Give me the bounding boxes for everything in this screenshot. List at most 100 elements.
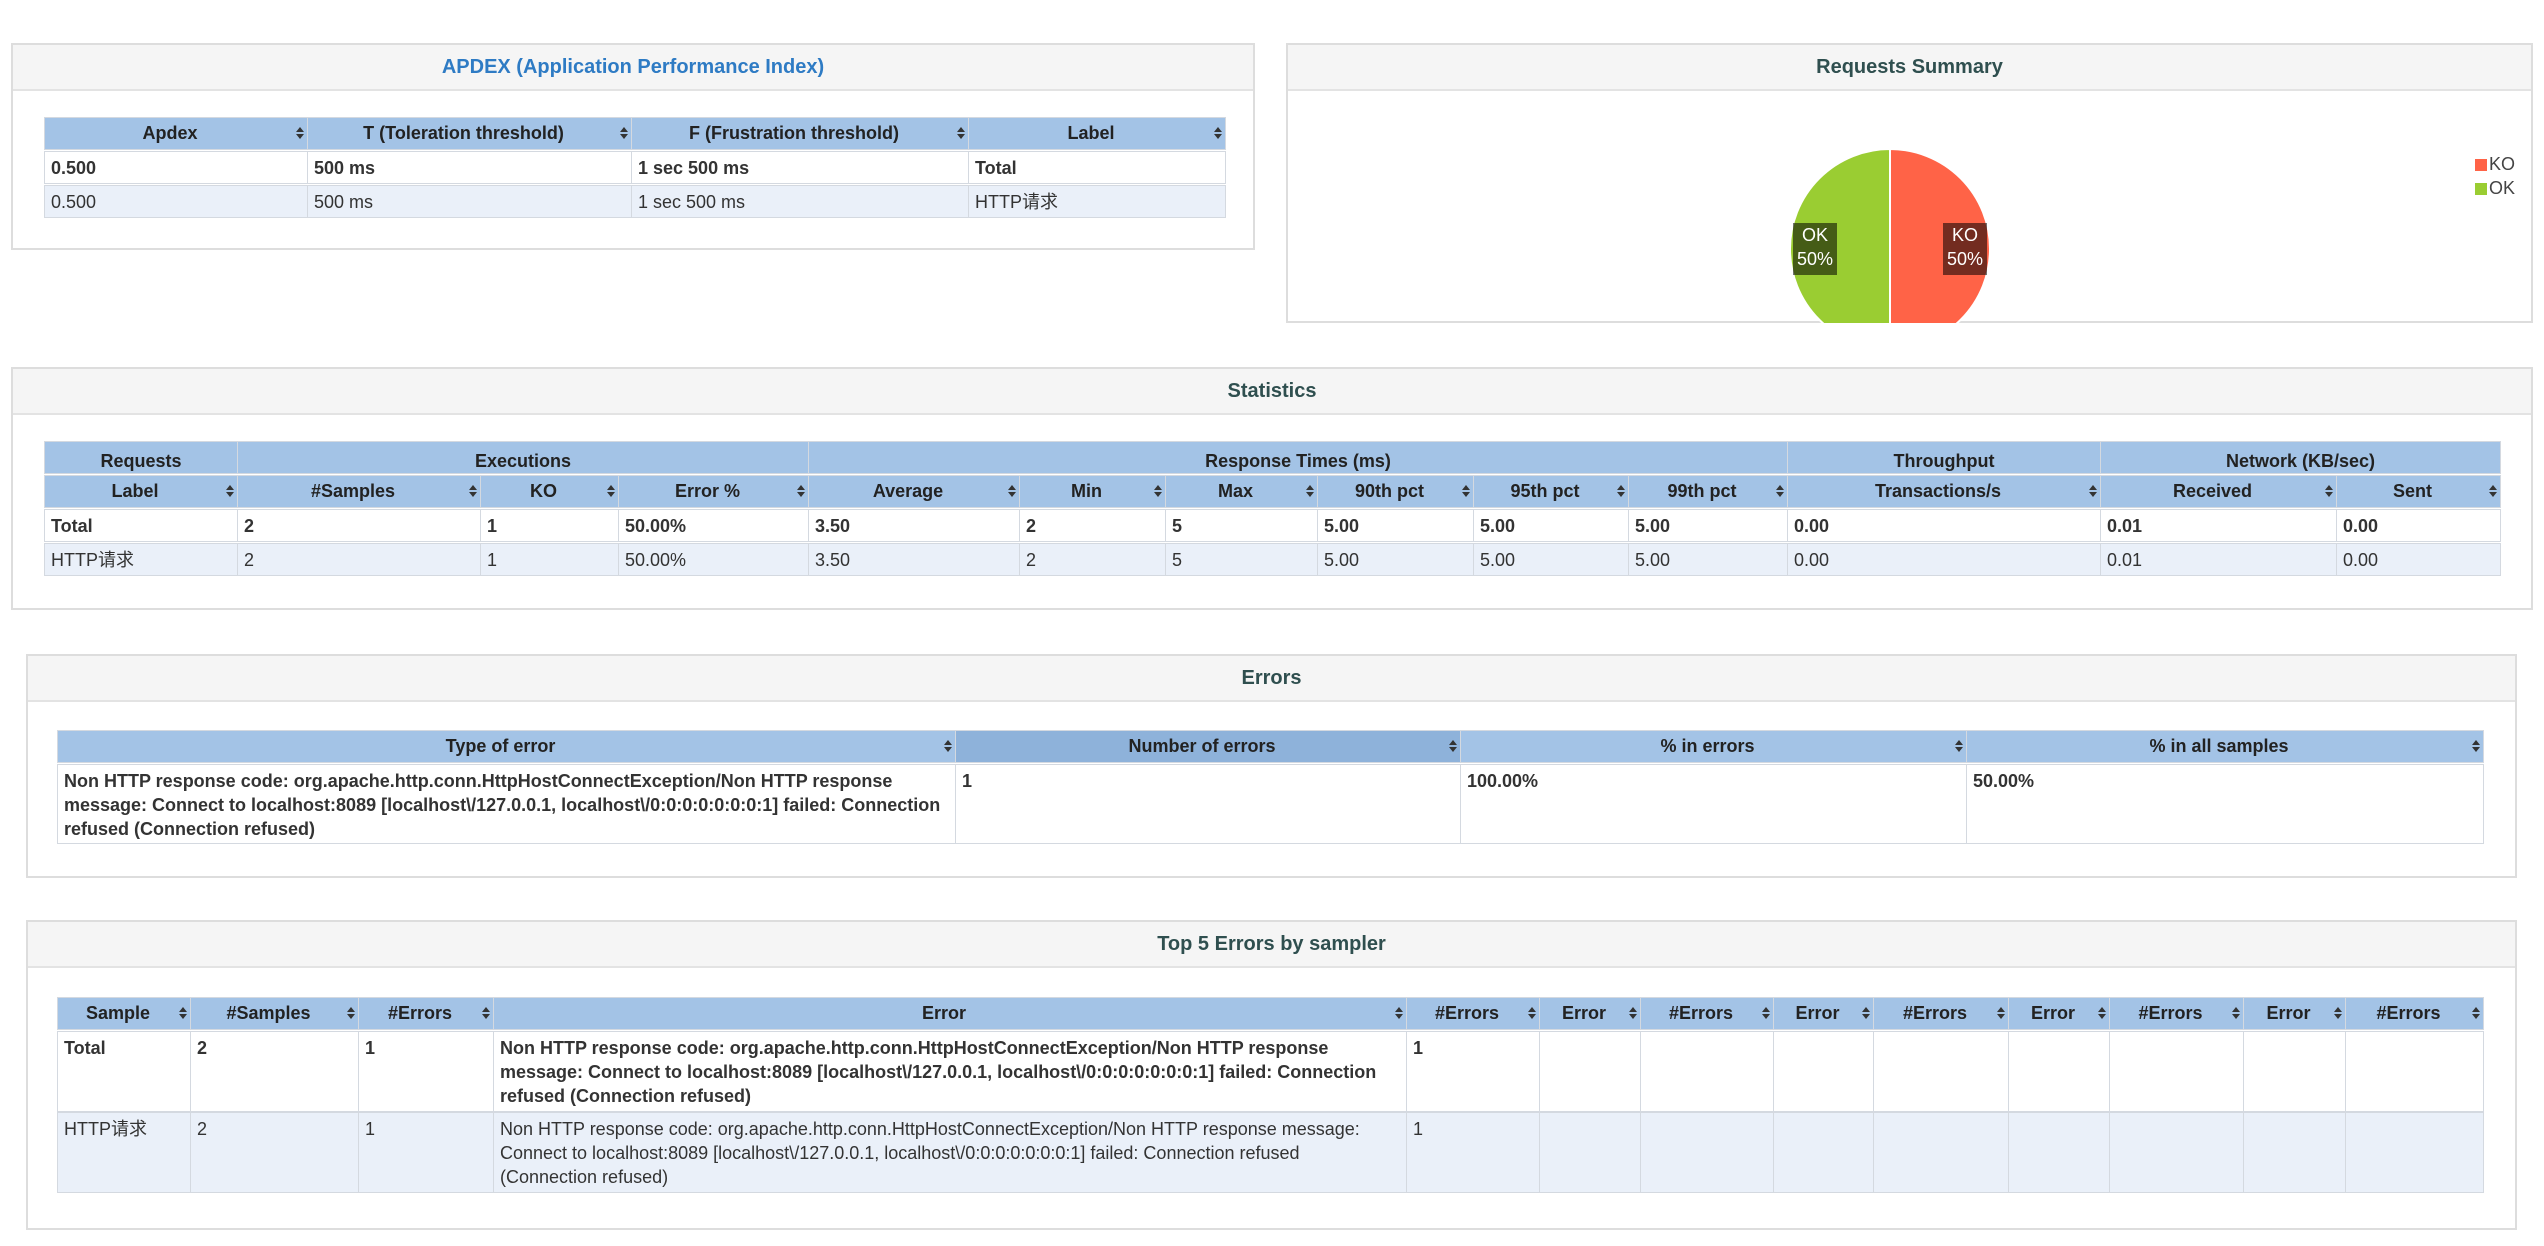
- column-header[interactable]: 99th pct: [1628, 475, 1788, 508]
- table-cell: [2345, 1112, 2484, 1193]
- column-header[interactable]: Transactions/s: [1787, 475, 2101, 508]
- column-header[interactable]: Min: [1019, 475, 1166, 508]
- table-cell: HTTP请求: [44, 543, 238, 576]
- table-cell: 2: [237, 509, 481, 542]
- table-cell: 1: [1406, 1031, 1540, 1112]
- column-header[interactable]: Error: [1539, 997, 1641, 1030]
- column-header[interactable]: Error: [2008, 997, 2110, 1030]
- panel-title[interactable]: Requests Summary: [1288, 45, 2531, 91]
- table-cell: [2243, 1112, 2346, 1193]
- column-header[interactable]: Error: [2243, 997, 2346, 1030]
- column-header[interactable]: Received: [2100, 475, 2337, 508]
- column-header[interactable]: Sent: [2336, 475, 2501, 508]
- slice-name: KO: [1952, 225, 1978, 245]
- group-header: Response Times (ms): [808, 441, 1788, 474]
- column-header[interactable]: Type of error: [57, 730, 956, 763]
- table-cell: 0.500: [44, 151, 308, 184]
- table-cell: 5.00: [1317, 543, 1474, 576]
- table-cell: [1873, 1112, 2009, 1193]
- table-cell: 0.01: [2100, 543, 2337, 576]
- legend-swatch: [2475, 183, 2487, 195]
- column-header[interactable]: #Errors: [1640, 997, 1774, 1030]
- table-cell: 2: [190, 1112, 359, 1193]
- table-cell: Non HTTP response code: org.apache.http.…: [493, 1112, 1407, 1193]
- column-header[interactable]: Error: [493, 997, 1407, 1030]
- table-cell: 1: [480, 509, 619, 542]
- table-cell: 0.00: [1787, 509, 2101, 542]
- table-cell: HTTP请求: [968, 185, 1226, 218]
- panel-title[interactable]: Errors: [28, 656, 2515, 702]
- table-cell: 1 sec 500 ms: [631, 151, 969, 184]
- table-cell: 0.00: [1787, 543, 2101, 576]
- table-cell: [1539, 1031, 1641, 1112]
- column-header[interactable]: 90th pct: [1317, 475, 1474, 508]
- table-cell: [1640, 1112, 1774, 1193]
- table-cell: 2: [190, 1031, 359, 1112]
- column-header[interactable]: Label: [968, 117, 1226, 150]
- table-cell: 50.00%: [618, 509, 809, 542]
- column-header[interactable]: Label: [44, 475, 238, 508]
- table-cell: [2109, 1031, 2244, 1112]
- legend-label: KO: [2489, 154, 2515, 174]
- table-cell: [1640, 1031, 1774, 1112]
- column-header[interactable]: 95th pct: [1473, 475, 1629, 508]
- column-header[interactable]: Average: [808, 475, 1020, 508]
- column-header[interactable]: #Errors: [358, 997, 494, 1030]
- panel-title[interactable]: Statistics: [13, 369, 2531, 415]
- panel-title[interactable]: APDEX (Application Performance Index): [13, 45, 1253, 91]
- slice-value: 50%: [1947, 249, 1983, 269]
- column-header[interactable]: Apdex: [44, 117, 308, 150]
- column-header[interactable]: #Errors: [2345, 997, 2484, 1030]
- table-cell: [2243, 1031, 2346, 1112]
- table-cell: 0.500: [44, 185, 308, 218]
- table-cell: 50.00%: [618, 543, 809, 576]
- table-cell: 1 sec 500 ms: [631, 185, 969, 218]
- column-header[interactable]: T (Toleration threshold): [307, 117, 632, 150]
- table-cell: 5: [1165, 543, 1318, 576]
- table-cell: 5: [1165, 509, 1318, 542]
- table-cell: [1773, 1031, 1874, 1112]
- group-header: Throughput: [1787, 441, 2101, 474]
- column-header[interactable]: #Samples: [190, 997, 359, 1030]
- table-cell: 500 ms: [307, 185, 632, 218]
- panel-title[interactable]: Top 5 Errors by sampler: [28, 922, 2515, 968]
- table-cell: [2008, 1112, 2110, 1193]
- table-cell: 1: [358, 1031, 494, 1112]
- column-header[interactable]: Number of errors: [955, 730, 1461, 763]
- table-cell: 1: [358, 1112, 494, 1193]
- column-header[interactable]: #Errors: [1406, 997, 1540, 1030]
- legend-swatch: [2475, 159, 2487, 171]
- column-header[interactable]: % in errors: [1460, 730, 1967, 763]
- table-cell: 1: [955, 764, 1461, 844]
- label-box: [1943, 223, 1987, 275]
- table-cell: 500 ms: [307, 151, 632, 184]
- table-cell: [2109, 1112, 2244, 1193]
- legend-label: OK: [2489, 178, 2515, 198]
- column-header[interactable]: Max: [1165, 475, 1318, 508]
- table-cell: 2: [1019, 509, 1166, 542]
- column-header[interactable]: Error: [1773, 997, 1874, 1030]
- column-header[interactable]: #Errors: [1873, 997, 2009, 1030]
- table-cell: Total: [968, 151, 1226, 184]
- table-cell: 0.01: [2100, 509, 2337, 542]
- column-header[interactable]: #Samples: [237, 475, 481, 508]
- table-cell: [1873, 1031, 2009, 1112]
- table-cell: 5.00: [1628, 509, 1788, 542]
- group-header: Executions: [237, 441, 809, 474]
- table-cell: 3.50: [808, 543, 1020, 576]
- table-cell: 50.00%: [1966, 764, 2484, 844]
- column-header[interactable]: % in all samples: [1966, 730, 2484, 763]
- table-cell: 5.00: [1473, 543, 1629, 576]
- column-header[interactable]: #Errors: [2109, 997, 2244, 1030]
- table-cell: 0.00: [2336, 509, 2501, 542]
- table-cell: Total: [44, 509, 238, 542]
- summary-panel: Requests Summary KO 50% KO OK 50% OK: [1286, 43, 2533, 323]
- table-cell: [1773, 1112, 1874, 1193]
- label-box: [1793, 223, 1837, 275]
- column-header[interactable]: Sample: [57, 997, 191, 1030]
- column-header[interactable]: KO: [480, 475, 619, 508]
- column-header[interactable]: Error %: [618, 475, 809, 508]
- column-header[interactable]: F (Frustration threshold): [631, 117, 969, 150]
- table-cell: [2345, 1031, 2484, 1112]
